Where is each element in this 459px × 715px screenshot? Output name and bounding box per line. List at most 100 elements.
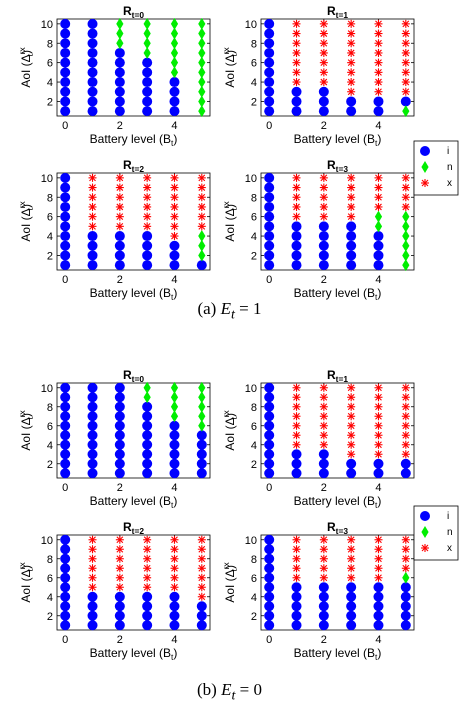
marker-i (114, 411, 125, 422)
series-i (60, 382, 207, 479)
marker-n (143, 391, 151, 404)
marker-x (319, 573, 328, 582)
y-tick-label: 2 (47, 96, 53, 108)
marker-i (264, 572, 275, 583)
x-axis-label: Battery level (Bt) (90, 286, 178, 302)
y-tick-label: 8 (251, 192, 257, 204)
marker-x (292, 183, 301, 192)
marker-x (197, 535, 206, 544)
marker-i (373, 106, 384, 117)
marker-x (292, 573, 301, 582)
marker-x (115, 173, 124, 182)
marker-i (60, 172, 71, 183)
marker-i (264, 77, 275, 88)
marker-x (374, 421, 383, 430)
marker-x (401, 58, 410, 67)
marker-x (319, 402, 328, 411)
x-tick-label: 4 (375, 274, 381, 286)
marker-x (374, 29, 383, 38)
marker-n (170, 37, 179, 50)
marker-x (374, 545, 383, 554)
marker-i (373, 601, 384, 612)
marker-i (291, 86, 302, 97)
marker-x (88, 564, 97, 573)
marker-n (198, 66, 206, 79)
marker-i (114, 382, 125, 393)
x-axis-label: Battery level (Bt) (90, 132, 178, 148)
marker-i (87, 47, 98, 58)
marker-x (170, 554, 179, 563)
marker-x (374, 383, 383, 392)
marker-x (319, 393, 328, 402)
marker-i (60, 182, 71, 193)
marker-x (347, 58, 356, 67)
marker-i (142, 411, 153, 422)
y-axis-label: AoI (Δrxt) (17, 562, 35, 603)
marker-x (292, 68, 301, 77)
marker-n (402, 210, 410, 223)
marker-i (264, 563, 275, 574)
x-tick-label: 4 (171, 482, 177, 494)
marker-x (347, 87, 356, 96)
series-i (60, 18, 180, 117)
marker-x (292, 564, 301, 573)
marker-x (347, 39, 356, 48)
marker-x (401, 535, 410, 544)
marker-i (87, 240, 98, 251)
marker-i (264, 182, 275, 193)
marker-i (114, 67, 125, 78)
marker-x (292, 554, 301, 563)
marker-i (264, 620, 275, 631)
caption-a-math: E (220, 299, 231, 318)
x-tick-label: 0 (266, 120, 272, 132)
y-tick-label: 2 (251, 459, 257, 471)
x-axis-label: Battery level (Bt) (294, 132, 382, 148)
marker-x (292, 393, 301, 402)
marker-i (60, 468, 71, 479)
marker-x (374, 193, 383, 202)
series-x (88, 535, 206, 601)
marker-i (264, 240, 275, 251)
x-tick-label: 2 (321, 482, 327, 494)
marker-i (264, 610, 275, 621)
series-x (292, 383, 410, 459)
marker-x (347, 78, 356, 87)
marker-x (347, 183, 356, 192)
marker-i (87, 411, 98, 422)
marker-i (373, 610, 384, 621)
x-tick-label: 0 (62, 634, 68, 646)
marker-n (402, 220, 410, 233)
marker-x (374, 412, 383, 421)
marker-n (198, 27, 206, 40)
marker-x (88, 193, 97, 202)
marker-i (318, 610, 329, 621)
marker-i (87, 28, 98, 39)
marker-x (401, 78, 410, 87)
marker-x (88, 173, 97, 182)
y-tick-label: 4 (47, 77, 53, 89)
marker-x (374, 39, 383, 48)
marker-i (346, 468, 357, 479)
marker-i (264, 28, 275, 39)
x-tick-label: 4 (171, 120, 177, 132)
marker-x (319, 202, 328, 211)
marker-x (319, 29, 328, 38)
caption-b: (b) Et = 0 (0, 680, 459, 704)
caption-b-prefix: (b) (197, 680, 222, 699)
marker-n (143, 46, 151, 59)
x-tick-label: 0 (266, 274, 272, 286)
marker-i (264, 260, 275, 271)
marker-i (87, 430, 98, 441)
marker-i (373, 96, 384, 107)
marker-i (87, 468, 98, 479)
marker-i (142, 86, 153, 97)
marker-x (292, 193, 301, 202)
marker-i (60, 610, 71, 621)
marker-x (319, 545, 328, 554)
marker-i (142, 67, 153, 78)
marker-x (319, 554, 328, 563)
marker-x (319, 48, 328, 57)
marker-x (319, 440, 328, 449)
marker-x (115, 573, 124, 582)
marker-x (401, 554, 410, 563)
